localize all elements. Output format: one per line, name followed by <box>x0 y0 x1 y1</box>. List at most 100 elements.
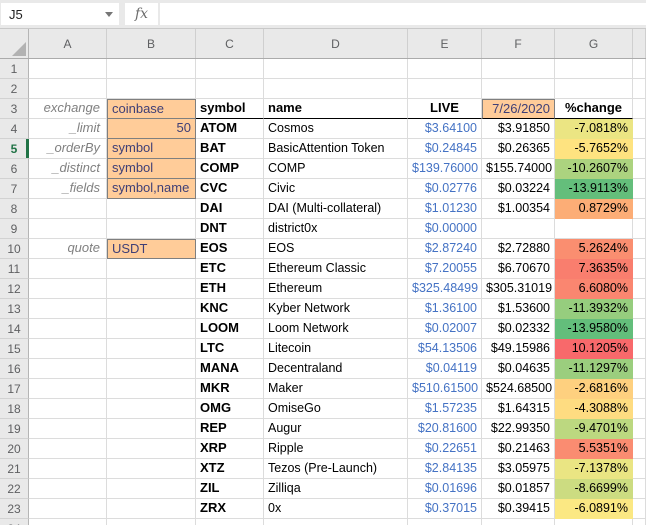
cell-H10[interactable] <box>633 239 646 259</box>
cell-D1[interactable] <box>264 59 408 79</box>
row-header-1[interactable]: 1 <box>0 59 29 79</box>
cell-B21[interactable] <box>107 459 196 479</box>
row-header-24[interactable]: 24 <box>0 519 29 525</box>
cell-H7[interactable] <box>633 179 646 199</box>
cell-D24[interactable] <box>264 519 408 525</box>
row-header-11[interactable]: 11 <box>0 259 29 279</box>
date-price-cell[interactable]: $3.91850 <box>482 119 555 139</box>
cell-B18[interactable] <box>107 399 196 419</box>
table-header-symbol[interactable]: symbol <box>196 99 264 119</box>
change-cell[interactable]: -10.2607% <box>555 159 633 179</box>
name-cell[interactable]: Civic <box>264 179 408 199</box>
date-price-cell[interactable]: $6.70670 <box>482 259 555 279</box>
live-price-cell[interactable]: $1.01230 <box>408 199 482 219</box>
live-price-cell[interactable]: $0.01696 <box>408 479 482 499</box>
date-price-cell[interactable]: $305.31019 <box>482 279 555 299</box>
cell-A21[interactable] <box>29 459 107 479</box>
param-label-quote[interactable]: quote <box>29 239 107 259</box>
cell-H18[interactable] <box>633 399 646 419</box>
column-header-E[interactable]: E <box>408 29 482 58</box>
chevron-down-icon[interactable] <box>105 12 113 17</box>
live-price-cell[interactable]: $1.36100 <box>408 299 482 319</box>
date-price-cell[interactable]: $0.04635 <box>482 359 555 379</box>
cell-H17[interactable] <box>633 379 646 399</box>
row-header-7[interactable]: 7 <box>0 179 29 199</box>
cell-A19[interactable] <box>29 419 107 439</box>
cell-H20[interactable] <box>633 439 646 459</box>
change-cell[interactable]: -13.9580% <box>555 319 633 339</box>
cell-A23[interactable] <box>29 499 107 519</box>
change-cell[interactable]: -11.3932% <box>555 299 633 319</box>
live-price-cell[interactable]: $325.48499 <box>408 279 482 299</box>
cell-B8[interactable] <box>107 199 196 219</box>
symbol-cell[interactable]: ETC <box>196 259 264 279</box>
cell-H23[interactable] <box>633 499 646 519</box>
cell-H12[interactable] <box>633 279 646 299</box>
cell-H15[interactable] <box>633 339 646 359</box>
cell-G2[interactable] <box>555 79 633 99</box>
row-header-5[interactable]: 5 <box>0 139 29 159</box>
cell-H8[interactable] <box>633 199 646 219</box>
param-input-distinct[interactable]: symbol <box>107 159 196 179</box>
change-cell[interactable]: -13.9113% <box>555 179 633 199</box>
live-price-cell[interactable]: $510.61500 <box>408 379 482 399</box>
cell-H21[interactable] <box>633 459 646 479</box>
symbol-cell[interactable]: LOOM <box>196 319 264 339</box>
live-price-cell[interactable]: $0.04119 <box>408 359 482 379</box>
name-cell[interactable]: Ripple <box>264 439 408 459</box>
select-all-corner[interactable] <box>0 29 29 58</box>
name-cell[interactable]: DAI (Multi-collateral) <box>264 199 408 219</box>
cell-C24[interactable] <box>196 519 264 525</box>
symbol-cell[interactable]: MANA <box>196 359 264 379</box>
change-cell[interactable]: 7.3635% <box>555 259 633 279</box>
cell-E1[interactable] <box>408 59 482 79</box>
symbol-cell[interactable]: EOS <box>196 239 264 259</box>
table-header-change[interactable]: %change <box>555 99 633 119</box>
row-header-6[interactable]: 6 <box>0 159 29 179</box>
date-price-cell[interactable]: $3.05975 <box>482 459 555 479</box>
cell-A11[interactable] <box>29 259 107 279</box>
change-cell[interactable]: 5.5351% <box>555 439 633 459</box>
date-price-cell[interactable]: $0.26365 <box>482 139 555 159</box>
cell-E24[interactable] <box>408 519 482 525</box>
name-cell[interactable]: BasicAttention Token <box>264 139 408 159</box>
column-header-partial[interactable] <box>633 29 646 58</box>
date-price-cell[interactable] <box>482 219 555 239</box>
cell-B15[interactable] <box>107 339 196 359</box>
symbol-cell[interactable]: DNT <box>196 219 264 239</box>
cell-H14[interactable] <box>633 319 646 339</box>
live-price-cell[interactable]: $0.02776 <box>408 179 482 199</box>
cell-A16[interactable] <box>29 359 107 379</box>
cell-H9[interactable] <box>633 219 646 239</box>
live-price-cell[interactable]: $139.76000 <box>408 159 482 179</box>
symbol-cell[interactable]: BAT <box>196 139 264 159</box>
cell-C2[interactable] <box>196 79 264 99</box>
live-price-cell[interactable]: $3.64100 <box>408 119 482 139</box>
cell-H19[interactable] <box>633 419 646 439</box>
cell-B11[interactable] <box>107 259 196 279</box>
date-price-cell[interactable]: $0.01857 <box>482 479 555 499</box>
name-cell[interactable]: 0x <box>264 499 408 519</box>
cell-B17[interactable] <box>107 379 196 399</box>
cell-H3[interactable] <box>633 99 646 119</box>
live-price-cell[interactable]: $0.37015 <box>408 499 482 519</box>
live-price-cell[interactable]: $1.57235 <box>408 399 482 419</box>
change-cell[interactable]: -2.6816% <box>555 379 633 399</box>
live-price-cell[interactable]: $0.24845 <box>408 139 482 159</box>
row-header-10[interactable]: 10 <box>0 239 29 259</box>
symbol-cell[interactable]: MKR <box>196 379 264 399</box>
name-cell[interactable]: district0x <box>264 219 408 239</box>
param-label-distinct[interactable]: _distinct <box>29 159 107 179</box>
name-cell[interactable]: EOS <box>264 239 408 259</box>
symbol-cell[interactable]: CVC <box>196 179 264 199</box>
change-cell[interactable]: 0.8729% <box>555 199 633 219</box>
column-header-G[interactable]: G <box>555 29 633 58</box>
param-label-limit[interactable]: _limit <box>29 119 107 139</box>
cell-B1[interactable] <box>107 59 196 79</box>
live-price-cell[interactable]: $2.87240 <box>408 239 482 259</box>
date-price-cell[interactable]: $2.72880 <box>482 239 555 259</box>
param-input-limit[interactable]: 50 <box>107 119 196 139</box>
live-price-cell[interactable]: $20.81600 <box>408 419 482 439</box>
date-price-cell[interactable]: $1.53600 <box>482 299 555 319</box>
param-label-orderBy[interactable]: _orderBy <box>29 139 107 159</box>
